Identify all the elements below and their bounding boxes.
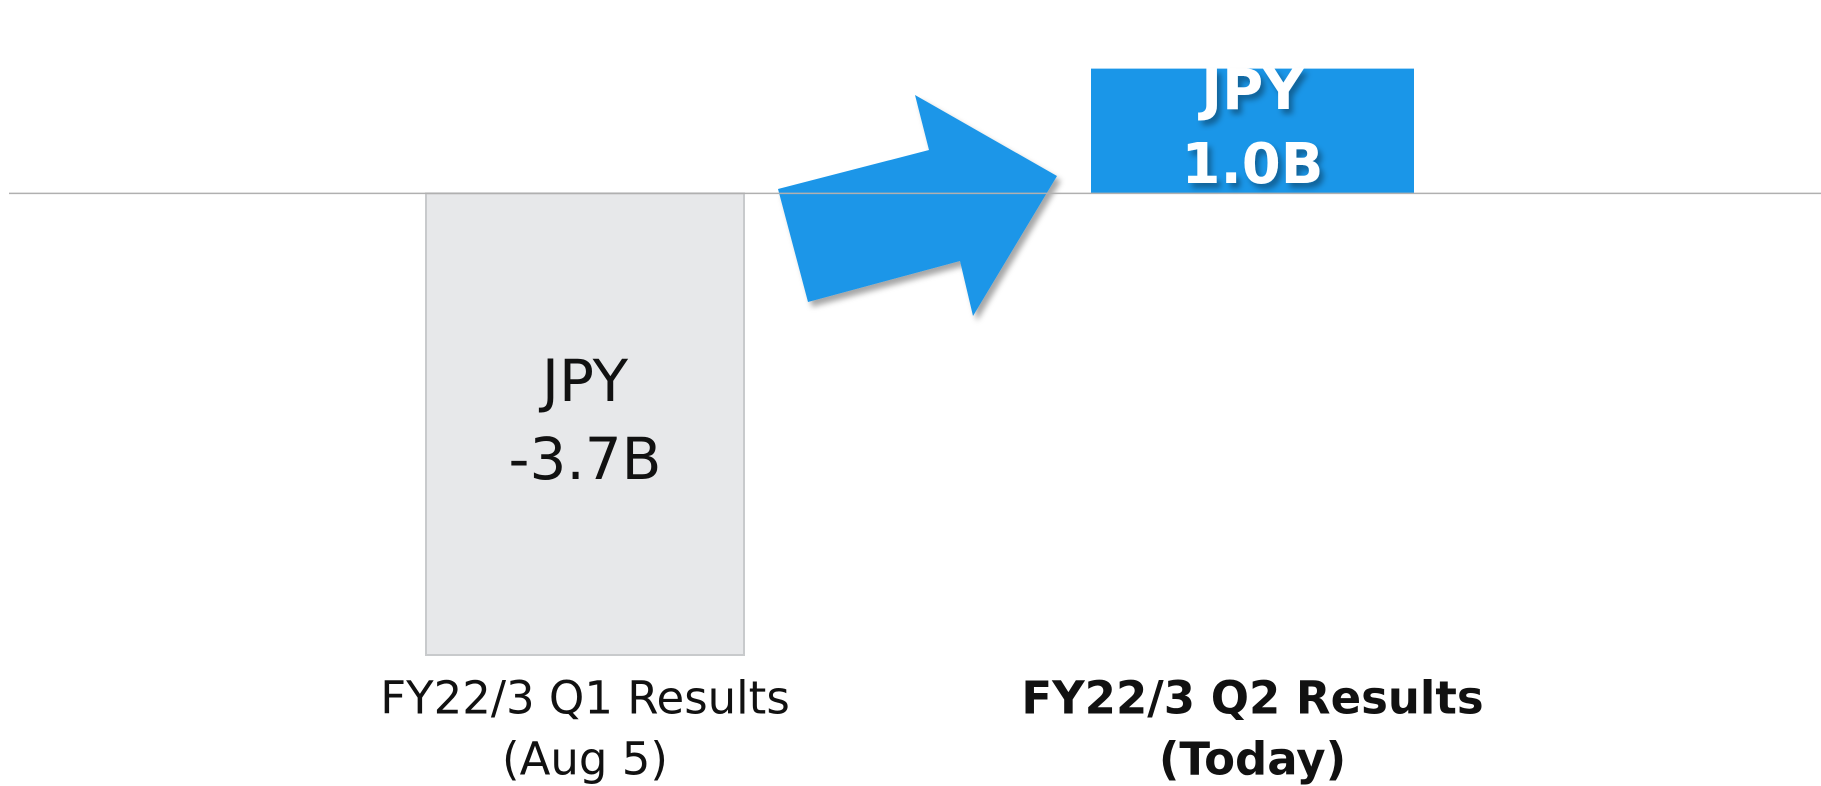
value-label: JPY -3.7B (509, 347, 662, 493)
bar (1091, 68, 1414, 194)
category-label: FY22/3 Q2 Results (Today) (1021, 672, 1483, 786)
value-label: JPY 1.0B (1182, 58, 1324, 197)
category-label: FY22/3 Q1 Results (Aug 5) (380, 672, 790, 786)
bar (425, 192, 745, 656)
arrow (778, 95, 1057, 316)
